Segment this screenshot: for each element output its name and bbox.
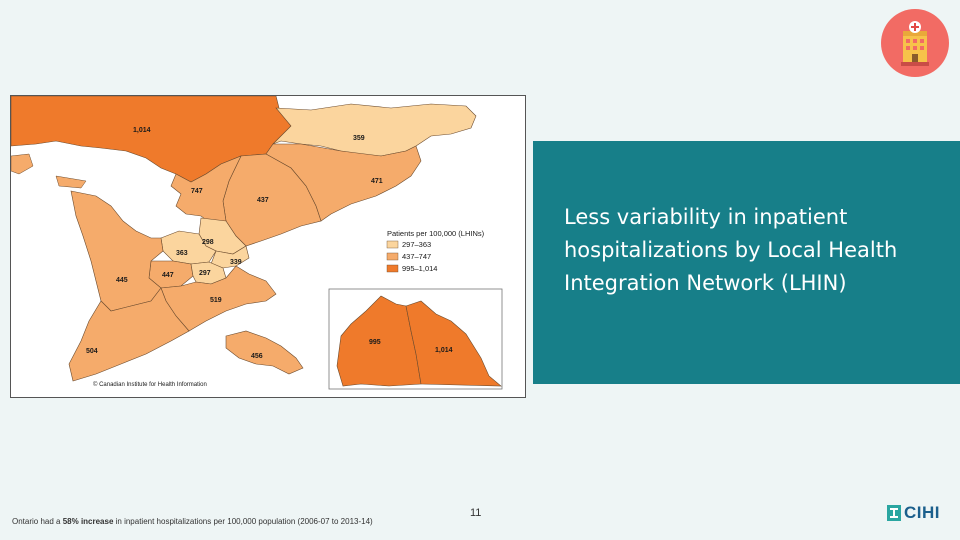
title-panel: Less variability in inpatient hospitaliz… — [533, 141, 960, 384]
northern-inset: 995 1,014 — [328, 288, 503, 390]
inset-region-1014 — [405, 300, 502, 387]
label-747: 747 — [191, 188, 203, 195]
slide-title: Less variability in inpatient hospitaliz… — [564, 205, 898, 295]
legend-swatch-low — [386, 240, 399, 249]
cihi-logo-icon — [887, 505, 901, 521]
map-copyright: © Canadian Institute for Health Informat… — [93, 381, 207, 388]
label-359: 359 — [353, 135, 365, 142]
label-363: 363 — [176, 250, 188, 257]
legend-label-high: 995–1,014 — [402, 264, 437, 273]
label-504: 504 — [86, 348, 98, 355]
region-504 — [68, 287, 190, 382]
island-mid — [55, 175, 87, 189]
label-456: 456 — [251, 353, 263, 360]
label-339: 339 — [230, 259, 242, 266]
hospital-badge — [881, 9, 949, 77]
label-inset-1014: 1,014 — [435, 347, 453, 354]
legend-title: Patients per 100,000 (LHINs) — [387, 229, 485, 238]
legend-swatch-high — [386, 264, 399, 273]
lhin-map: 1,014 359 471 747 437 298 363 339 447 29… — [10, 95, 526, 398]
legend-label-mid: 437–747 — [402, 252, 431, 261]
footnote-emphasis: 58% increase — [62, 517, 114, 526]
footnote-suffix: in inpatient hospitalizations per 100,00… — [113, 517, 373, 526]
label-519: 519 — [210, 297, 222, 304]
label-inset-995: 995 — [369, 339, 381, 346]
map-legend: Patients per 100,000 (LHINs) 297–363 437… — [386, 229, 485, 273]
cihi-logo: CIHI — [887, 503, 940, 523]
label-297: 297 — [199, 270, 211, 277]
region-445 — [70, 190, 164, 312]
label-445: 445 — [116, 277, 128, 284]
label-437: 437 — [257, 197, 269, 204]
cihi-logo-text: CIHI — [904, 503, 940, 522]
hospital-icon — [901, 21, 929, 66]
legend-swatch-mid — [386, 252, 399, 261]
label-298: 298 — [202, 239, 214, 246]
label-471: 471 — [371, 178, 383, 185]
region-363 — [160, 230, 217, 265]
legend-label-low: 297–363 — [402, 240, 431, 249]
region-456 — [225, 330, 304, 375]
footnote: Ontario had a 58% increase in inpatient … — [12, 517, 373, 526]
label-1014: 1,014 — [133, 127, 151, 134]
map-svg: 1,014 359 471 747 437 298 363 339 447 29… — [11, 96, 503, 390]
page-number: 11 — [470, 507, 482, 519]
footnote-prefix: Ontario had a — [12, 517, 63, 526]
label-447: 447 — [162, 272, 174, 279]
island-left — [11, 153, 34, 175]
